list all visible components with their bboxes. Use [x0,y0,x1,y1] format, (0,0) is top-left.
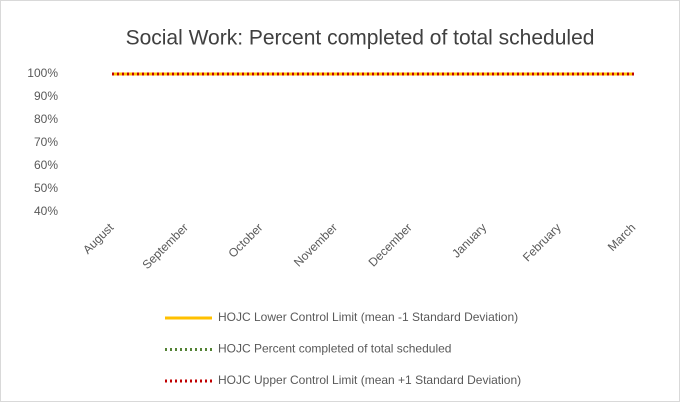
y-tick-label: 70% [34,135,58,149]
y-tick-label: 60% [34,158,58,172]
chart-title: Social Work: Percent completed of total … [126,27,595,50]
legend-label: HOJC Lower Control Limit (mean -1 Standa… [218,310,518,324]
y-tick-label: 40% [34,204,58,218]
y-tick-label: 80% [34,112,58,126]
legend-label: HOJC Upper Control Limit (mean +1 Standa… [218,373,521,387]
y-tick-label: 90% [34,89,58,103]
legend-label: HOJC Percent completed of total schedule… [218,342,451,356]
y-tick-label: 100% [27,66,58,80]
y-tick-label: 50% [34,181,58,195]
